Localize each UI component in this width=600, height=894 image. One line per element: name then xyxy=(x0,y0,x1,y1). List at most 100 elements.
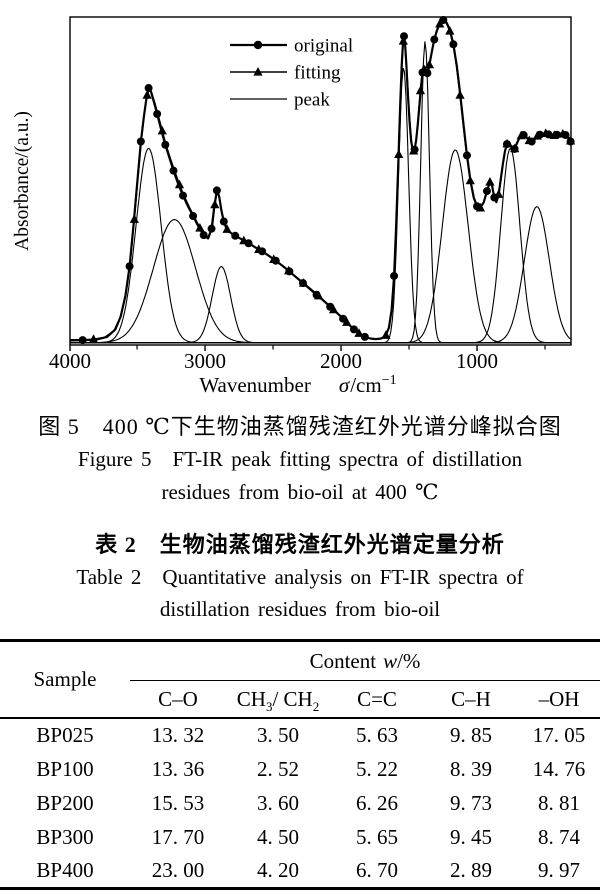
value-cell: 17. 05 xyxy=(532,723,586,747)
value-cell: 8. 39 xyxy=(450,756,492,781)
value-cell: 5. 22 xyxy=(356,756,398,781)
figure-caption-en-line1: Figure 5 FT-IR peak fitting spectra of d… xyxy=(77,447,523,471)
sample-cell: BP100 xyxy=(36,756,94,781)
legend-label: original xyxy=(294,36,353,57)
circle-marker xyxy=(360,332,369,341)
circle-marker xyxy=(298,279,307,288)
value-cell: 6. 26 xyxy=(356,790,398,815)
table-row: BP200 15. 53 3. 60 6. 26 9. 73 8. 81 xyxy=(0,786,600,820)
circle-marker xyxy=(271,256,280,265)
circle-marker xyxy=(189,212,198,221)
column-header-oh: –OH xyxy=(518,680,600,719)
sample-cell: BP400 xyxy=(36,857,94,882)
circle-marker xyxy=(144,84,153,93)
x-tick-label: 1000 xyxy=(456,349,498,373)
legend-label: peak xyxy=(294,90,330,111)
circle-marker xyxy=(449,40,458,49)
circle-marker xyxy=(400,32,408,41)
value-cell: 15. 53 xyxy=(151,790,205,815)
column-header-c-c: C=C xyxy=(330,680,424,719)
series-peak-components xyxy=(70,41,571,344)
value-cell: 5. 63 xyxy=(356,723,398,747)
figure-caption: 图 5 400 ℃下生物油蒸馏残渣红外光谱分峰拟合图 Figure 5 FT-I… xyxy=(0,410,600,509)
circle-marker xyxy=(527,137,536,146)
circle-marker xyxy=(258,247,267,256)
figure-caption-en-line2: residues from bio-oil at 400 ℃ xyxy=(161,480,439,504)
legend-triangle-marker xyxy=(253,67,263,76)
table-row: BP025 13. 32 3. 50 5. 63 9. 85 17. 05 xyxy=(0,718,600,752)
value-cell: 8. 74 xyxy=(538,824,580,849)
value-cell: 13. 32 xyxy=(151,723,205,747)
column-header-ch3-ch2: CH3/ CH2 xyxy=(226,680,330,719)
value-cell: 2. 52 xyxy=(257,756,299,781)
table-row: BP300 17. 70 4. 50 5. 65 9. 45 8. 74 xyxy=(0,820,600,854)
ch-sub-2: 2 xyxy=(312,698,320,714)
value-cell: 3. 60 xyxy=(257,790,299,815)
circle-marker xyxy=(179,191,188,200)
value-cell: 8. 81 xyxy=(538,790,580,815)
circle-marker xyxy=(326,302,335,311)
x-tick-label: 3000 xyxy=(184,349,226,373)
circle-marker xyxy=(312,290,321,299)
circle-marker xyxy=(199,231,208,240)
axes: 4000 3000 2000 1000 Wavenumber σ/cm−1 Absorban… xyxy=(12,16,572,397)
circle-marker xyxy=(462,151,471,160)
table-caption-en-line1: Table 2 Quantitative analysis on FT-IR s… xyxy=(76,565,524,589)
circle-marker xyxy=(502,140,511,149)
circle-marker xyxy=(490,193,499,202)
circle-marker xyxy=(136,137,145,146)
peak-component-curve xyxy=(70,147,571,344)
circle-marker xyxy=(430,35,439,44)
series-original xyxy=(70,16,575,345)
content-unit: /% xyxy=(397,648,421,673)
figure-5-chart-area: 4000 3000 2000 1000 Wavenumber σ/cm−1 Absorban… xyxy=(0,0,600,402)
table-row: BP400 23. 00 4. 20 6. 70 2. 89 9. 97 xyxy=(0,854,600,888)
circle-marker xyxy=(125,262,134,271)
column-header-sample: Sample xyxy=(0,640,130,719)
column-header-content: Content w/% xyxy=(130,640,600,681)
circle-marker xyxy=(212,186,221,195)
circle-marker xyxy=(423,69,432,78)
value-cell: 3. 50 xyxy=(257,723,299,747)
circle-marker xyxy=(207,224,216,233)
value-cell: 4. 20 xyxy=(257,857,299,882)
value-cell: 17. 70 xyxy=(151,824,205,849)
circle-marker xyxy=(285,267,294,276)
circle-marker xyxy=(219,217,228,226)
table-header-row-1: Sample Content w/% xyxy=(0,640,600,719)
y-axis-title: Absorbance/(a.u.) xyxy=(12,111,33,251)
table-row: BP100 13. 36 2. 52 5. 22 8. 39 14. 76 xyxy=(0,752,600,786)
sample-cell: BP300 xyxy=(36,824,94,849)
table-body: BP025 13. 32 3. 50 5. 63 9. 85 17. 05 BP100 13.… xyxy=(0,718,600,888)
ch-part-2: / CH xyxy=(272,686,313,711)
x-tick-label: 4000 xyxy=(49,349,91,373)
circle-marker xyxy=(544,130,553,139)
value-cell: 2. 89 xyxy=(450,857,492,882)
x-tick-label: 2000 xyxy=(320,349,362,373)
triangle-marker xyxy=(174,179,185,189)
legend: original fitting peak xyxy=(230,36,353,111)
quantitative-table: Sample Content w/% C–O CH3/ CH2 C=C C–H –… xyxy=(0,639,600,890)
circle-marker xyxy=(410,145,419,154)
circle-marker xyxy=(510,144,519,153)
circle-marker xyxy=(78,336,87,345)
ftir-chart: 4000 3000 2000 1000 Wavenumber σ/cm−1 Absorban… xyxy=(12,16,576,397)
value-cell: 23. 00 xyxy=(151,857,205,882)
table-header-row-2: C–O CH3/ CH2 C=C C–H –OH xyxy=(0,680,600,719)
value-cell: 9. 45 xyxy=(450,824,492,849)
peak-component-curve xyxy=(70,265,571,344)
figure-caption-zh: 图 5 400 ℃下生物油蒸馏残渣红外光谱分峰拟合图 xyxy=(38,414,562,439)
value-cell: 4. 50 xyxy=(257,824,299,849)
value-cell: 6. 70 xyxy=(356,857,398,882)
x-axis-title: Wavenumber σ/cm−1 xyxy=(199,373,396,397)
content-symbol: w xyxy=(383,648,398,673)
value-cell: 9. 97 xyxy=(538,857,580,882)
peak-component-curve xyxy=(70,149,571,344)
circle-marker xyxy=(439,16,448,24)
circle-marker xyxy=(552,130,561,139)
value-cell: 9. 85 xyxy=(450,723,492,747)
circle-marker xyxy=(339,314,348,323)
value-cell: 9. 73 xyxy=(450,790,492,815)
column-header-c-o: C–O xyxy=(130,680,226,719)
